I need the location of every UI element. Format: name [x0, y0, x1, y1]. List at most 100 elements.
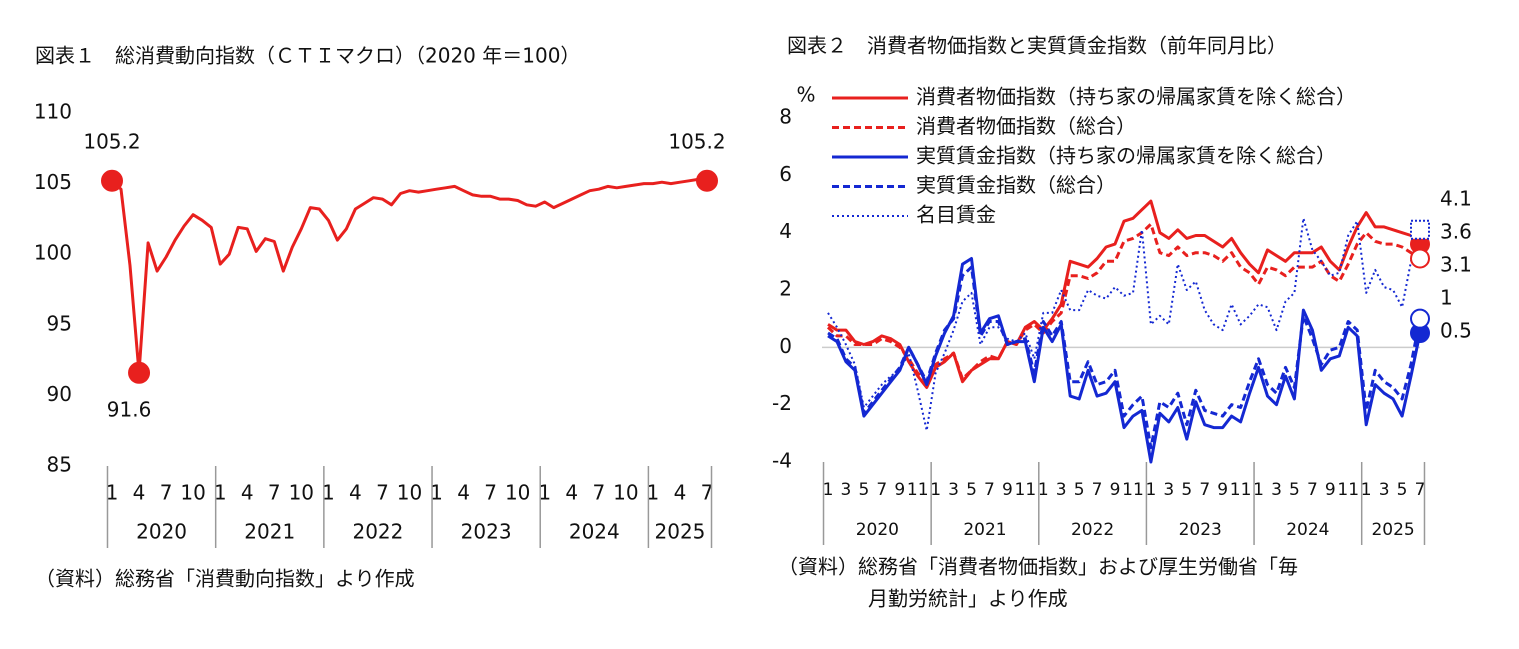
- y-tick-label: 90: [47, 382, 72, 406]
- x-group-label: 2021: [963, 520, 1006, 540]
- x-tick-label: 1: [823, 480, 834, 500]
- y-tick-label: 100: [34, 241, 72, 265]
- x-tick-label: 4: [349, 481, 362, 505]
- data-label: 0.5: [1440, 318, 1472, 342]
- point-marker: [128, 361, 151, 384]
- x-tick-label: 10: [180, 481, 205, 505]
- data-label: 105.2: [83, 129, 140, 153]
- y-unit: %: [796, 83, 815, 107]
- x-tick-label: 4: [565, 481, 578, 505]
- point-marker: [1410, 248, 1430, 269]
- x-tick-label: 3: [1163, 480, 1174, 500]
- x-group-label: 2024: [569, 520, 620, 544]
- x-tick-label: 9: [1110, 480, 1121, 500]
- x-tick-label: 1: [1145, 480, 1156, 500]
- series-line: [827, 257, 1422, 464]
- y-tick-label: 8: [779, 105, 792, 129]
- x-group-label: 2022: [1071, 520, 1114, 540]
- x-group-label: 2023: [1179, 520, 1222, 540]
- x-tick-label: 7: [592, 481, 605, 505]
- source-note: （資料）総務省「消費動向指数」より作成: [35, 567, 415, 591]
- y-tick-label: 85: [47, 453, 72, 477]
- x-tick-label: 11: [1122, 480, 1144, 500]
- x-tick-label: 7: [876, 480, 887, 500]
- x-tick-label: 3: [1056, 480, 1067, 500]
- x-tick-label: 5: [1181, 480, 1192, 500]
- x-tick-label: 1: [538, 481, 551, 505]
- x-group-label: 2021: [244, 520, 295, 544]
- x-tick-label: 7: [701, 481, 714, 505]
- x-tick-label: 3: [1379, 480, 1390, 500]
- x-tick-label: 3: [948, 480, 959, 500]
- x-tick-label: 1: [214, 481, 227, 505]
- source-note: （資料）総務省「消費者物価指数」および厚生労働省「毎: [778, 555, 1298, 579]
- x-tick-label: 9: [1002, 480, 1013, 500]
- y-tick-label: 0: [779, 334, 792, 358]
- x-tick-label: 10: [505, 481, 530, 505]
- x-tick-label: 7: [1092, 480, 1103, 500]
- x-tick-label: 5: [1289, 480, 1300, 500]
- x-tick-label: 3: [841, 480, 852, 500]
- x-tick-label: 7: [1199, 480, 1210, 500]
- x-group-label: 2020: [136, 520, 187, 544]
- x-tick-label: 11: [907, 480, 929, 500]
- data-label: 91.6: [107, 397, 152, 421]
- x-tick-label: 1: [1253, 480, 1264, 500]
- series-line: [827, 265, 1422, 450]
- x-tick-label: 5: [858, 480, 869, 500]
- x-tick-label: 7: [160, 481, 173, 505]
- legend-label: 実質賃金指数（持ち家の帰属家賃を除く総合）: [916, 144, 1336, 168]
- x-tick-label: 4: [457, 481, 470, 505]
- data-label: 1: [1440, 285, 1453, 309]
- x-tick-label: 7: [1307, 480, 1318, 500]
- data-label: 3.6: [1440, 219, 1472, 243]
- x-tick-label: 7: [268, 481, 281, 505]
- x-tick-label: 4: [241, 481, 254, 505]
- y-tick-label: -4: [772, 449, 792, 473]
- point-marker: [1410, 219, 1430, 240]
- x-tick-label: 4: [674, 481, 687, 505]
- legend-label: 消費者物価指数（総合）: [916, 114, 1136, 138]
- x-tick-label: 11: [1015, 480, 1037, 500]
- x-tick-label: 1: [106, 481, 119, 505]
- x-tick-label: 5: [1074, 480, 1085, 500]
- y-tick-label: 2: [779, 277, 792, 301]
- x-tick-label: 7: [984, 480, 995, 500]
- y-tick-label: 4: [779, 219, 792, 243]
- x-tick-label: 11: [1230, 480, 1252, 500]
- legend-label: 実質賃金指数（総合）: [916, 173, 1116, 197]
- series-line: [827, 217, 1421, 432]
- x-group-label: 2024: [1286, 520, 1329, 540]
- x-tick-label: 1: [1038, 480, 1049, 500]
- x-tick-label: 1: [647, 481, 660, 505]
- x-tick-label: 10: [613, 481, 638, 505]
- x-tick-label: 9: [894, 480, 905, 500]
- y-tick-label: -2: [772, 391, 792, 415]
- x-group-label: 2022: [352, 520, 403, 544]
- x-tick-label: 4: [133, 481, 146, 505]
- x-tick-label: 1: [322, 481, 335, 505]
- x-tick-label: 5: [966, 480, 977, 500]
- x-group-label: 2023: [461, 520, 512, 544]
- x-tick-label: 7: [484, 481, 497, 505]
- x-tick-label: 9: [1217, 480, 1228, 500]
- x-group-label: 2025: [1371, 520, 1414, 540]
- data-label: 4.1: [1440, 186, 1472, 210]
- point-marker: [696, 169, 718, 192]
- x-tick-label: 1: [1361, 480, 1372, 500]
- y-tick-label: 110: [34, 100, 72, 124]
- point-marker: [1410, 308, 1430, 329]
- x-group-label: 2020: [856, 520, 899, 540]
- chart-title: 図表２ 消費者物価指数と実質賃金指数（前年同月比）: [787, 34, 1287, 58]
- y-tick-label: 105: [34, 170, 72, 194]
- series-line: [827, 199, 1422, 389]
- legend-label: 消費者物価指数（持ち家の帰属家賃を除く総合）: [916, 85, 1356, 109]
- x-tick-label: 1: [430, 481, 443, 505]
- y-tick-label: 6: [779, 162, 792, 186]
- y-tick-label: 95: [47, 311, 72, 335]
- x-tick-label: 3: [1271, 480, 1282, 500]
- x-group-label: 2025: [655, 520, 706, 544]
- x-tick-label: 7: [376, 481, 389, 505]
- point-marker: [101, 169, 123, 192]
